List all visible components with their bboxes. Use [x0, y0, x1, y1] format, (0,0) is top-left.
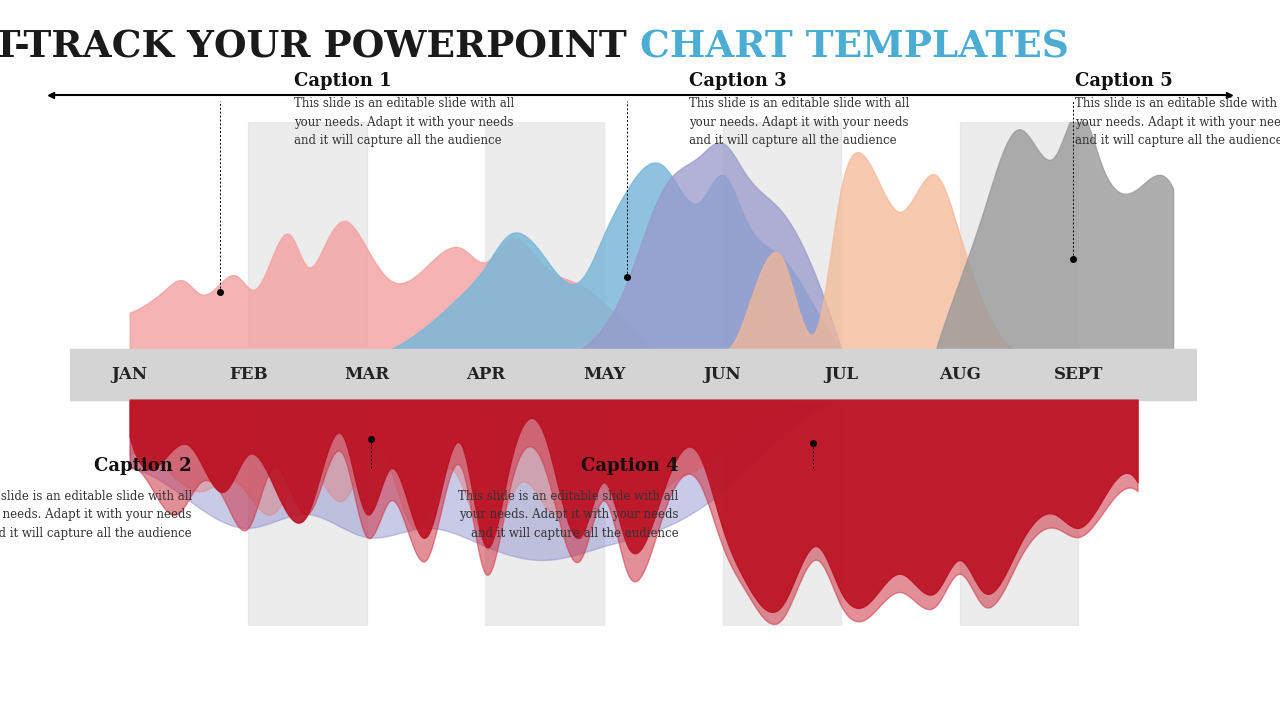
Text: Caption 3: Caption 3 [689, 72, 786, 90]
Text: MAY: MAY [582, 366, 625, 383]
Text: This slide is an editable slide with all
your needs. Adapt it with your needs
an: This slide is an editable slide with all… [1075, 97, 1280, 147]
Text: JUN: JUN [704, 366, 741, 383]
Text: JUL: JUL [824, 366, 858, 383]
Bar [485, 122, 604, 626]
Bar [70, 349, 1197, 400]
Text: Caption 4: Caption 4 [581, 457, 678, 475]
Text: Caption 2: Caption 2 [95, 457, 192, 475]
Text: This slide is an editable slide with all
your needs. Adapt it with your needs
an: This slide is an editable slide with all… [689, 97, 909, 147]
Text: This slide is an editable slide with all
your needs. Adapt it with your needs
an: This slide is an editable slide with all… [0, 490, 192, 539]
Text: MAR: MAR [344, 366, 389, 383]
Text: AUG: AUG [938, 366, 980, 383]
Text: APR: APR [466, 366, 504, 383]
Bar [722, 122, 841, 626]
Text: Caption 5: Caption 5 [1075, 72, 1172, 90]
Text: FAST-TRACK YOUR POWERPOINT: FAST-TRACK YOUR POWERPOINT [0, 28, 640, 66]
Text: SEPT: SEPT [1053, 366, 1103, 383]
Bar [248, 122, 367, 626]
Text: Caption 1: Caption 1 [294, 72, 392, 90]
Text: FEB: FEB [229, 366, 268, 383]
Text: CHART TEMPLATES: CHART TEMPLATES [640, 28, 1069, 66]
Text: This slide is an editable slide with all
your needs. Adapt it with your needs
an: This slide is an editable slide with all… [458, 490, 678, 539]
Text: JAN: JAN [111, 366, 147, 383]
Bar [960, 122, 1078, 626]
Text: This slide is an editable slide with all
your needs. Adapt it with your needs
an: This slide is an editable slide with all… [294, 97, 515, 147]
